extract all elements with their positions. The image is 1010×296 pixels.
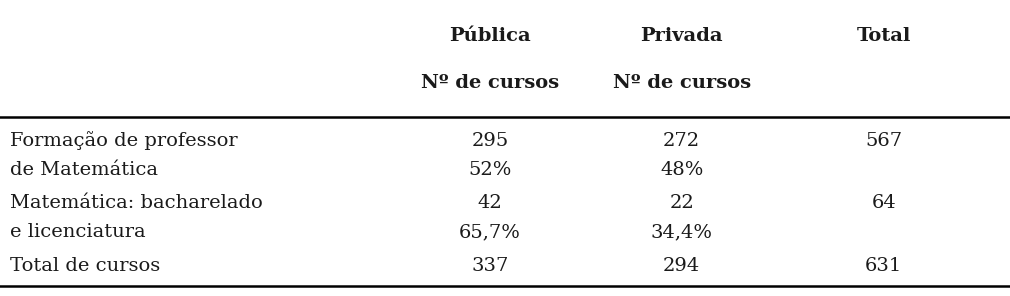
Text: Nº de cursos: Nº de cursos [613, 74, 750, 92]
Text: 294: 294 [664, 258, 700, 275]
Text: 42: 42 [478, 194, 502, 212]
Text: 48%: 48% [661, 161, 703, 179]
Text: 22: 22 [670, 194, 694, 212]
Text: Nº de cursos: Nº de cursos [421, 74, 559, 92]
Text: 337: 337 [471, 258, 509, 275]
Text: 631: 631 [866, 258, 902, 275]
Text: 65,7%: 65,7% [459, 223, 521, 241]
Text: 295: 295 [472, 132, 508, 149]
Text: Total de cursos: Total de cursos [10, 258, 161, 275]
Text: 64: 64 [872, 194, 896, 212]
Text: Privada: Privada [640, 27, 723, 44]
Text: 34,4%: 34,4% [650, 223, 713, 241]
Text: Matemática: bacharelado: Matemática: bacharelado [10, 194, 263, 212]
Text: 52%: 52% [469, 161, 511, 179]
Text: 272: 272 [664, 132, 700, 149]
Text: 567: 567 [866, 132, 902, 149]
Text: de Matemática: de Matemática [10, 161, 159, 179]
Text: Pública: Pública [449, 27, 530, 44]
Text: Total: Total [856, 27, 911, 44]
Text: Formação de professor: Formação de professor [10, 131, 237, 150]
Text: e licenciatura: e licenciatura [10, 223, 145, 241]
